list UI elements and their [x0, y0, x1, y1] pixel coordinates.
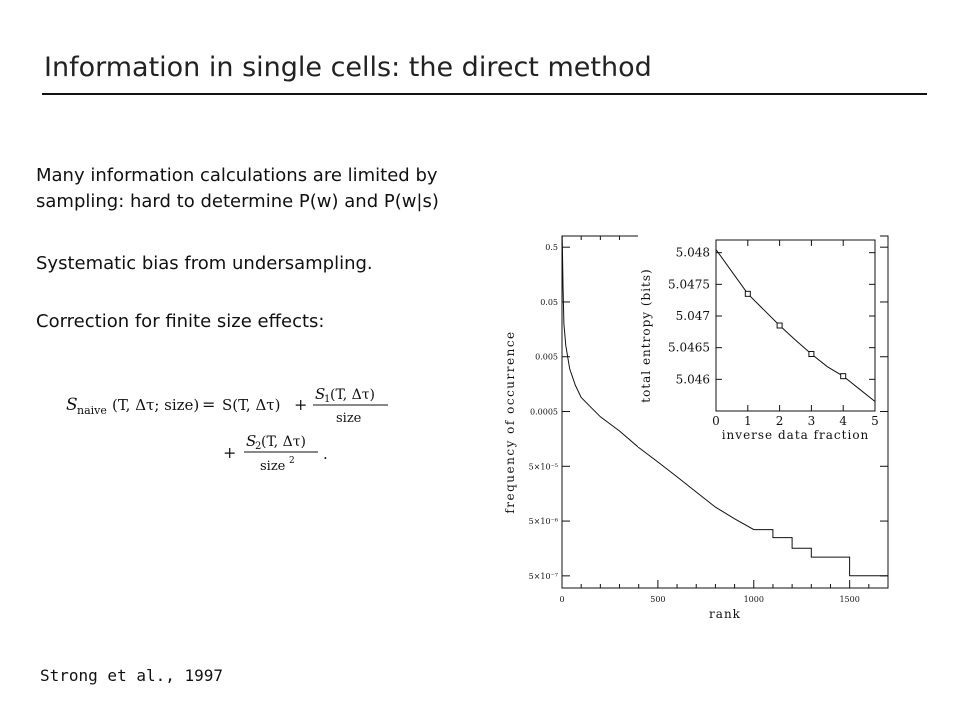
eq-term0: S(T, Δτ) [222, 396, 280, 414]
inset-data-point [840, 373, 847, 380]
eq-term2-den-power: 2 [289, 456, 295, 466]
eq-plus-1: + [294, 395, 307, 414]
y-axis-label: frequency of occurrence [503, 330, 517, 513]
slide-title: Information in single cells: the direct … [44, 52, 652, 83]
inset-x-tick-label: 3 [808, 414, 816, 428]
inset-x-tick-label: 1 [744, 414, 752, 428]
x-tick-label: 0 [559, 595, 564, 604]
inset-y-tick-label: 5.048 [676, 246, 710, 260]
inset-y-tick-label: 5.0475 [668, 277, 710, 291]
inset-x-tick-label: 5 [871, 414, 879, 428]
rank-frequency-line [561, 235, 888, 577]
eq-equals: = [202, 395, 215, 414]
eq-term2-den: size [260, 459, 286, 474]
inset-y-tick-label: 5.047 [676, 309, 710, 323]
inset-y-tick-label: 5.0465 [668, 341, 710, 355]
eq-term2-num-symbol: S [246, 432, 256, 450]
inset-x-tick-label: 2 [776, 414, 784, 428]
y-tick-label: 0.05 [540, 298, 558, 307]
eq-lhs-subscript: naive [77, 404, 107, 417]
main-plot: 0 500 1000 1500 0.5 0.05 0.005 0.0005 5×10⁻⁵ 5×10… [503, 235, 889, 621]
citation: Strong et al., 1997 [40, 666, 224, 685]
inset-fit-curve [715, 249, 876, 402]
finite-size-equation: S naive (T, Δτ; size) = S(T, Δτ) + S 1 (… [60, 375, 420, 485]
text-line-3: Systematic bias from undersampling. [36, 253, 373, 274]
inset-frame [715, 239, 876, 412]
inset-x-axis-label: inverse data fraction [722, 428, 870, 442]
inset-y-tick-label: 5.046 [676, 372, 710, 386]
rank-frequency-chart: 0 500 1000 1500 0.5 0.05 0.005 0.0005 5×10⁻⁵ 5×10… [490, 228, 900, 628]
y-tick-label: 0.0005 [530, 408, 558, 417]
y-tick-label: 0.005 [535, 353, 558, 362]
eq-lhs-symbol: S [66, 395, 78, 415]
eq-term2-num-sub: 2 [255, 441, 261, 452]
text-line-1: Many information calculations are limite… [36, 165, 438, 186]
eq-term1-den: size [336, 411, 362, 426]
eq-term1-num-symbol: S [315, 385, 325, 403]
y-tick-label: 0.5 [545, 243, 558, 252]
x-tick-label: 1500 [839, 595, 859, 604]
inset-x-tick-label: 4 [839, 414, 847, 428]
y-tick-label: 5×10⁻⁶ [529, 517, 558, 526]
eq-plus-2: + [223, 443, 236, 462]
eq-term1-num-sub: 1 [324, 394, 330, 405]
inset-data-point [776, 322, 783, 329]
inset-data-point [744, 290, 751, 297]
text-line-2: sampling: hard to determine P(w) and P(w… [36, 191, 439, 212]
inset-data-point [808, 351, 815, 357]
y-tick-label: 5×10⁻⁷ [529, 572, 558, 581]
eq-period: . [323, 445, 328, 463]
inset-y-axis-label: total entropy (bits) [639, 268, 653, 402]
eq-term1-num-args: (T, Δτ) [330, 387, 375, 403]
inset-plot: 0 1 2 3 4 5 5.048 5.0475 5.047 5.0465 5.046 inverse… [639, 239, 879, 442]
x-tick-label: 1000 [744, 595, 764, 604]
x-tick-label: 500 [650, 595, 665, 604]
eq-term2-num-args: (T, Δτ) [261, 434, 306, 450]
text-line-4: Correction for finite size effects: [36, 311, 325, 332]
x-axis-label: rank [709, 607, 741, 621]
title-underline [42, 93, 927, 95]
eq-lhs-args: (T, Δτ; size) [112, 396, 199, 414]
y-tick-label: 5×10⁻⁵ [529, 462, 558, 471]
inset-x-tick-label: 0 [712, 414, 720, 428]
